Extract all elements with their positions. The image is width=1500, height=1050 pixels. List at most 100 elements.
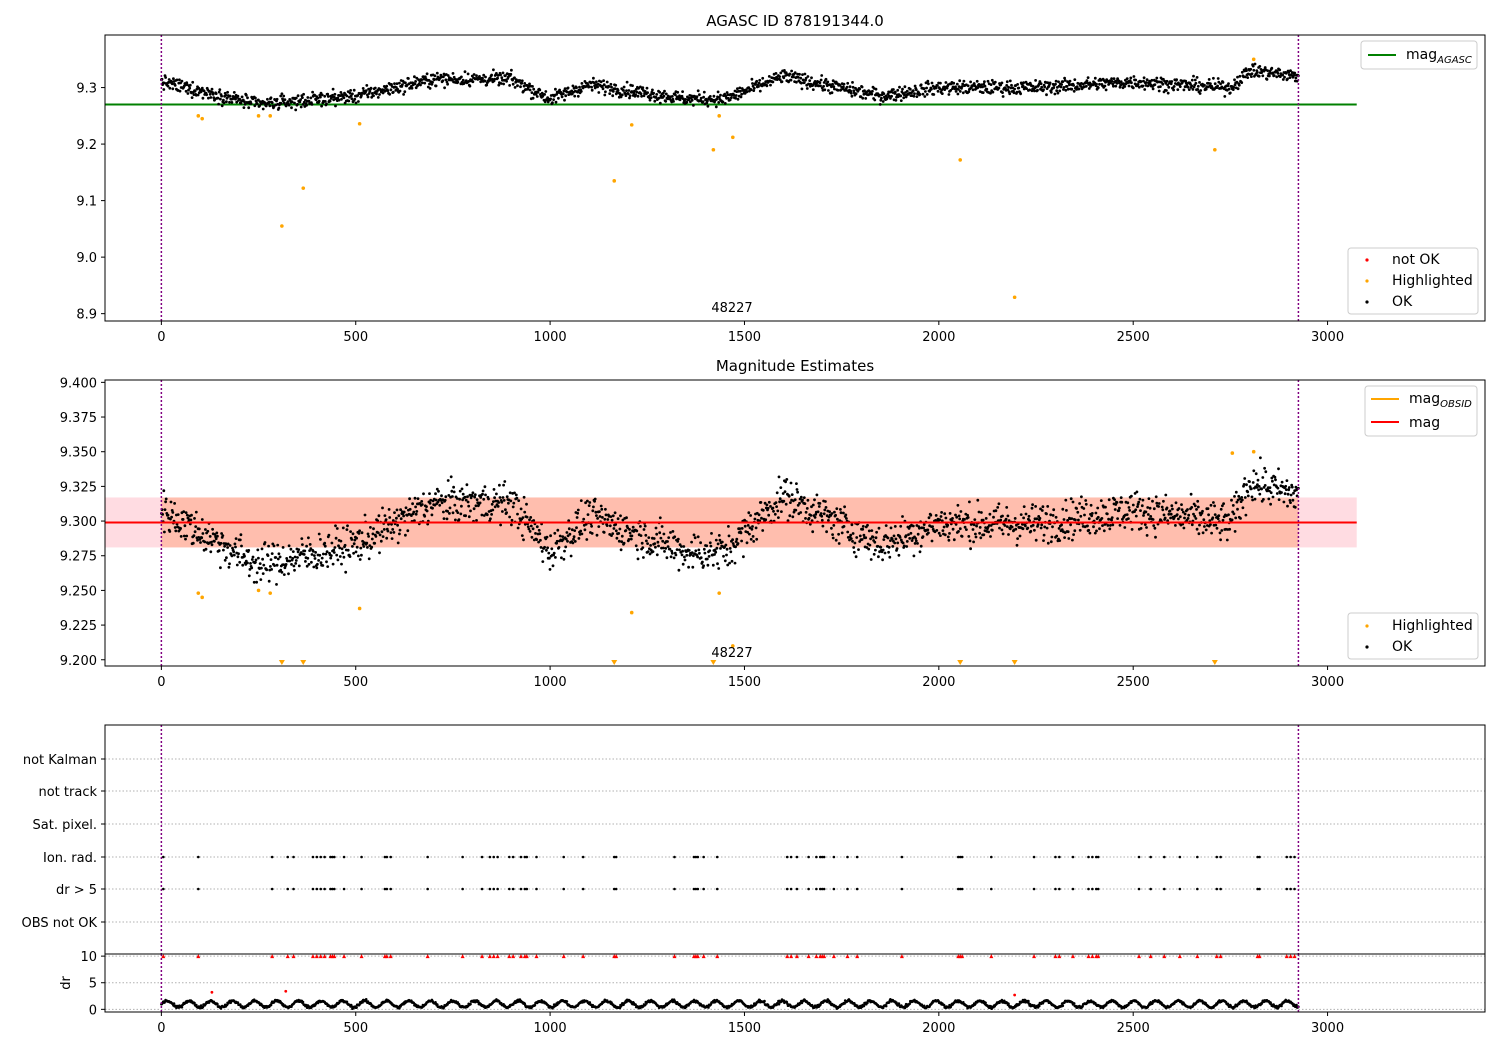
ok-point (1055, 534, 1059, 538)
ok-point (1226, 84, 1230, 88)
ok-point (798, 501, 801, 505)
ok-point (216, 534, 219, 538)
ok-point (748, 532, 751, 536)
ok-point (820, 514, 824, 518)
ok-point (828, 510, 831, 513)
ok-point (566, 539, 569, 543)
highlighted-point (717, 591, 721, 595)
ok-point (433, 74, 437, 78)
ok-point (721, 100, 725, 104)
ok-point (730, 96, 733, 99)
ok-point (1134, 514, 1138, 518)
ok-point (464, 514, 467, 518)
ok-point (1272, 74, 1276, 77)
ok-point (571, 541, 575, 545)
ok-point (723, 559, 727, 563)
ok-point (1246, 490, 1250, 494)
dr-flag-point (673, 887, 676, 891)
ion-rad-flag-point (795, 855, 799, 859)
ok-point (307, 536, 310, 540)
ok-point (759, 501, 763, 504)
ok-point (500, 500, 504, 504)
ok-point (625, 80, 629, 84)
ok-point (1080, 495, 1083, 499)
ok-point (292, 564, 296, 568)
ion-rad-flag-point (525, 855, 529, 859)
ok-point (1257, 485, 1261, 488)
ok-point (693, 536, 697, 540)
ok-point (996, 506, 1000, 509)
ok-point (673, 93, 677, 97)
ok-point (604, 90, 607, 94)
ok-point (715, 97, 719, 101)
dr-point (269, 1003, 273, 1007)
ok-point (210, 87, 214, 91)
ok-point (474, 504, 478, 508)
ok-point (567, 519, 571, 523)
ok-point (236, 94, 240, 98)
ok-point (909, 531, 913, 535)
ok-point (645, 86, 649, 90)
ok-point (190, 96, 194, 99)
ok-point (563, 87, 567, 91)
ok-point (956, 92, 960, 96)
dr-flag-point (1215, 887, 1219, 891)
ok-point (1001, 514, 1004, 518)
ok-point (991, 90, 995, 94)
ok-point (1046, 541, 1050, 545)
ok-point (810, 505, 813, 509)
ok-point (851, 532, 855, 535)
ok-point (1062, 88, 1065, 91)
ok-point (723, 92, 727, 96)
ion-rad-flag-point (846, 855, 849, 859)
ok-point (222, 98, 225, 102)
ok-point (833, 510, 836, 514)
ok-point (730, 559, 734, 563)
ok-point (319, 561, 323, 565)
ok-point (691, 565, 695, 569)
ok-point (669, 531, 672, 534)
ok-point (329, 554, 333, 557)
ok-point (575, 526, 578, 530)
ok-point (985, 87, 989, 91)
ok-point (1130, 494, 1133, 498)
ok-point (491, 508, 495, 512)
ok-point (1039, 526, 1043, 530)
ok-point (598, 510, 601, 513)
ok-point (549, 534, 552, 538)
ok-point (1258, 65, 1262, 68)
ok-point (293, 101, 296, 105)
legend-label-ok: OK (1392, 294, 1413, 310)
ok-point (670, 549, 674, 553)
ok-point (1120, 500, 1124, 504)
ok-point (463, 495, 467, 499)
ok-point (270, 552, 274, 555)
ok-point (734, 545, 737, 549)
ok-point (725, 553, 728, 557)
ok-point (641, 86, 645, 90)
ok-point (579, 499, 583, 502)
ok-point (610, 85, 613, 89)
ok-point (1071, 538, 1074, 542)
ion-rad-flag-point (1162, 855, 1166, 859)
ok-point (279, 102, 283, 105)
ok-point (584, 501, 587, 505)
ok-point (175, 78, 179, 82)
ok-point (259, 578, 263, 581)
ok-point (1235, 500, 1239, 504)
legend-mag: magOBSID mag (1364, 385, 1478, 437)
ok-point (572, 535, 576, 539)
y-tick-label: 9.225 (60, 619, 97, 634)
ok-point (912, 554, 916, 558)
ok-point (610, 518, 614, 522)
ok-point (1217, 514, 1221, 518)
ok-point (777, 516, 780, 519)
ok-point (1094, 511, 1098, 515)
ok-point (738, 527, 742, 530)
ok-point (1157, 502, 1161, 505)
ok-point (530, 91, 534, 94)
highlighted-point (1213, 147, 1217, 152)
dr-flag-point (480, 887, 484, 891)
ok-point (435, 71, 439, 75)
ok-point (317, 532, 321, 536)
